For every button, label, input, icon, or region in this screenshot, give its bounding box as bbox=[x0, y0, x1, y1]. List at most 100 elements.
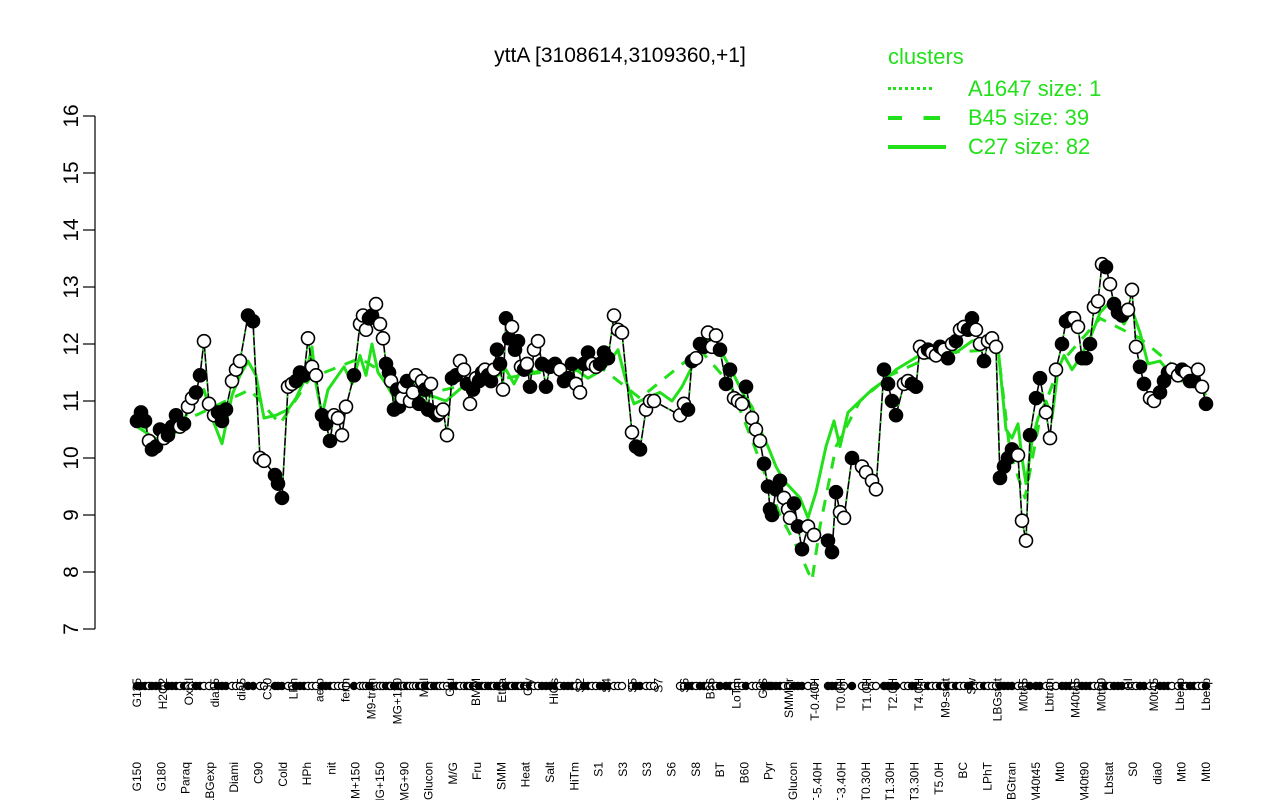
legend-entry-a1647: A1647 size: 1 bbox=[888, 74, 1101, 103]
x-tick-label: T1.0H bbox=[860, 678, 874, 711]
x-tick-label: Oxctl bbox=[182, 678, 196, 705]
y-tick-label: 10 bbox=[60, 446, 83, 469]
x-tick-label: S4 bbox=[599, 678, 613, 693]
data-point bbox=[572, 385, 588, 400]
x-tick-label: Lbexp bbox=[1199, 678, 1213, 711]
x-marker bbox=[235, 681, 245, 691]
data-point bbox=[722, 362, 738, 377]
data-point bbox=[300, 330, 316, 346]
x-tick-label: T-3.40H bbox=[835, 762, 849, 800]
legend-label: B45 size: 39 bbox=[968, 104, 1090, 130]
data-point bbox=[1124, 282, 1140, 298]
data-point bbox=[368, 296, 384, 312]
x-tick-label: LPhT bbox=[980, 761, 994, 790]
x-tick-label: T0.30H bbox=[859, 762, 873, 800]
x-tick-label: T1.30H bbox=[883, 762, 897, 800]
x-tick-label: Gly bbox=[521, 678, 535, 696]
dashed-line-swatch-icon bbox=[888, 115, 940, 120]
x-tick-label: S6 bbox=[678, 678, 692, 693]
data-point bbox=[270, 476, 286, 491]
x-tick-label: Mal bbox=[417, 678, 431, 697]
x-tick-label: T0.0H bbox=[834, 678, 848, 711]
data-point bbox=[1042, 430, 1058, 446]
data-point bbox=[876, 362, 892, 377]
x-tick-label: Mt0 bbox=[1199, 762, 1213, 782]
data-point bbox=[764, 507, 780, 523]
data-point bbox=[824, 544, 840, 560]
x-tick-label: M9-stat bbox=[938, 677, 952, 718]
x-tick-label: M0t90 bbox=[1095, 678, 1109, 712]
data-point bbox=[1082, 336, 1098, 352]
x-tick-label: BI bbox=[1121, 678, 1135, 689]
legend-label: C27 size: 82 bbox=[968, 133, 1091, 159]
legend-entry-c27: C27 size: 82 bbox=[888, 132, 1101, 161]
data-point bbox=[330, 410, 346, 426]
data-point bbox=[1098, 259, 1114, 275]
data-point bbox=[976, 353, 992, 369]
data-point bbox=[1090, 293, 1106, 309]
x-marker bbox=[248, 681, 258, 691]
data-point bbox=[519, 356, 535, 372]
data-point bbox=[192, 368, 208, 383]
y-tick-label: 8 bbox=[60, 566, 83, 578]
x-tick-label: BT bbox=[713, 761, 727, 777]
x-tick-label: HiOs bbox=[547, 678, 561, 705]
x-tick-label: dia0 bbox=[1150, 762, 1164, 785]
data-point bbox=[708, 328, 724, 343]
data-point bbox=[495, 382, 511, 397]
data-point bbox=[308, 368, 324, 383]
legend-title: clusters bbox=[888, 44, 964, 69]
data-point bbox=[968, 322, 984, 338]
chart-title: yttA [3108614,3109360,+1] bbox=[494, 44, 746, 67]
data-point bbox=[734, 396, 750, 412]
x-tick-label: Glucon bbox=[786, 762, 800, 800]
x-tick-label: SMM bbox=[494, 762, 508, 790]
x-tick-label: M40t45 bbox=[1069, 678, 1083, 718]
x-tick-label: Paraq bbox=[179, 762, 193, 794]
data-point bbox=[988, 339, 1004, 355]
data-point bbox=[786, 496, 802, 511]
x-tick-label: T-0.40H bbox=[808, 678, 822, 721]
x-tick-label: S0 bbox=[1126, 762, 1140, 777]
x-tick-label: SMMPr bbox=[782, 678, 796, 718]
data-point bbox=[1048, 362, 1064, 377]
data-point bbox=[462, 396, 478, 412]
legend: clusters A1647 size: 1 B45 size: 39 C27 … bbox=[888, 44, 1101, 161]
x-tick-label: M9-tran bbox=[365, 678, 379, 719]
data-point bbox=[1128, 339, 1144, 355]
x-tick-label: T3.30H bbox=[907, 762, 921, 800]
data-point bbox=[489, 342, 505, 358]
data-point bbox=[1018, 533, 1034, 548]
x-tick-label: aero bbox=[313, 678, 327, 702]
data-point bbox=[836, 510, 852, 526]
x-tick-label: LBGstat bbox=[990, 677, 1004, 721]
x-marker bbox=[1201, 681, 1211, 691]
data-point bbox=[756, 456, 772, 472]
data-point bbox=[346, 368, 362, 383]
data-point bbox=[1010, 447, 1026, 463]
x-tick-label: dia15 bbox=[208, 678, 222, 708]
x-tick-label: LBGexp bbox=[203, 762, 217, 800]
data-points bbox=[129, 256, 1214, 560]
data-point bbox=[245, 313, 261, 329]
data-point bbox=[772, 473, 788, 489]
data-point bbox=[738, 379, 754, 395]
data-point bbox=[712, 342, 728, 358]
x-axis-markers bbox=[132, 681, 1211, 691]
data-point bbox=[884, 393, 900, 409]
x-tick-label: C90 bbox=[251, 762, 265, 784]
x-tick-label: Salt bbox=[543, 761, 557, 782]
x-tick-label: Heat bbox=[519, 761, 533, 787]
data-point bbox=[372, 316, 388, 332]
x-tick-label: S7 bbox=[651, 678, 665, 693]
x-marker bbox=[341, 681, 351, 691]
data-point bbox=[828, 484, 844, 500]
x-tick-label: G135 bbox=[130, 678, 144, 708]
x-tick-label: M40t45 bbox=[1029, 762, 1043, 800]
x-tick-label: Diami bbox=[227, 762, 241, 793]
dotted-line-swatch-icon bbox=[888, 87, 932, 90]
data-point bbox=[510, 333, 526, 349]
x-tick-label: GM+150 bbox=[349, 762, 363, 800]
data-point bbox=[1198, 396, 1214, 412]
